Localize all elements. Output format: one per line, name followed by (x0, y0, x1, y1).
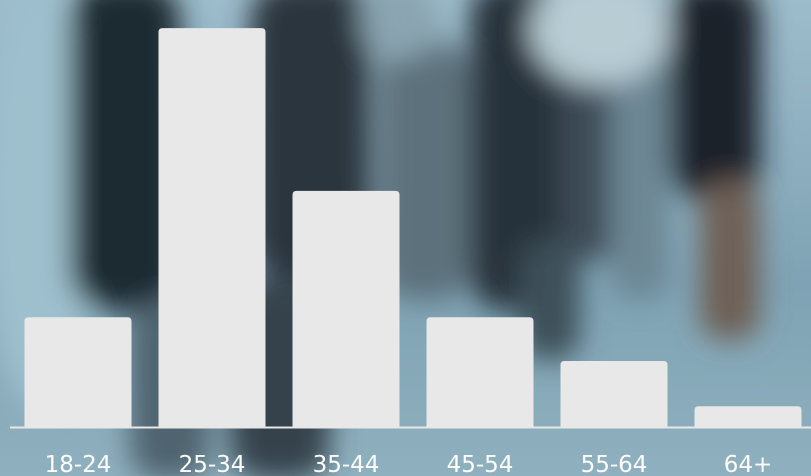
bar-64+ (694, 406, 802, 427)
x-tick-label: 64+ (724, 452, 773, 476)
bar-18-24 (24, 317, 132, 427)
bars-group (24, 28, 802, 428)
bar-45-54 (426, 317, 534, 427)
x-tick-label: 35-44 (313, 452, 380, 476)
x-tick-label: 45-54 (447, 452, 514, 476)
x-tick-label: 18-24 (45, 452, 112, 476)
blurred-crowd (0, 0, 760, 476)
x-tick-labels: 18-24 25-34 35-44 45-54 55-64 64+ (45, 452, 773, 476)
bar-25-34 (158, 28, 266, 428)
bar-55-64 (560, 361, 668, 427)
x-tick-label: 25-34 (179, 452, 246, 476)
bar-35-44 (292, 190, 400, 427)
x-tick-label: 55-64 (581, 452, 648, 476)
